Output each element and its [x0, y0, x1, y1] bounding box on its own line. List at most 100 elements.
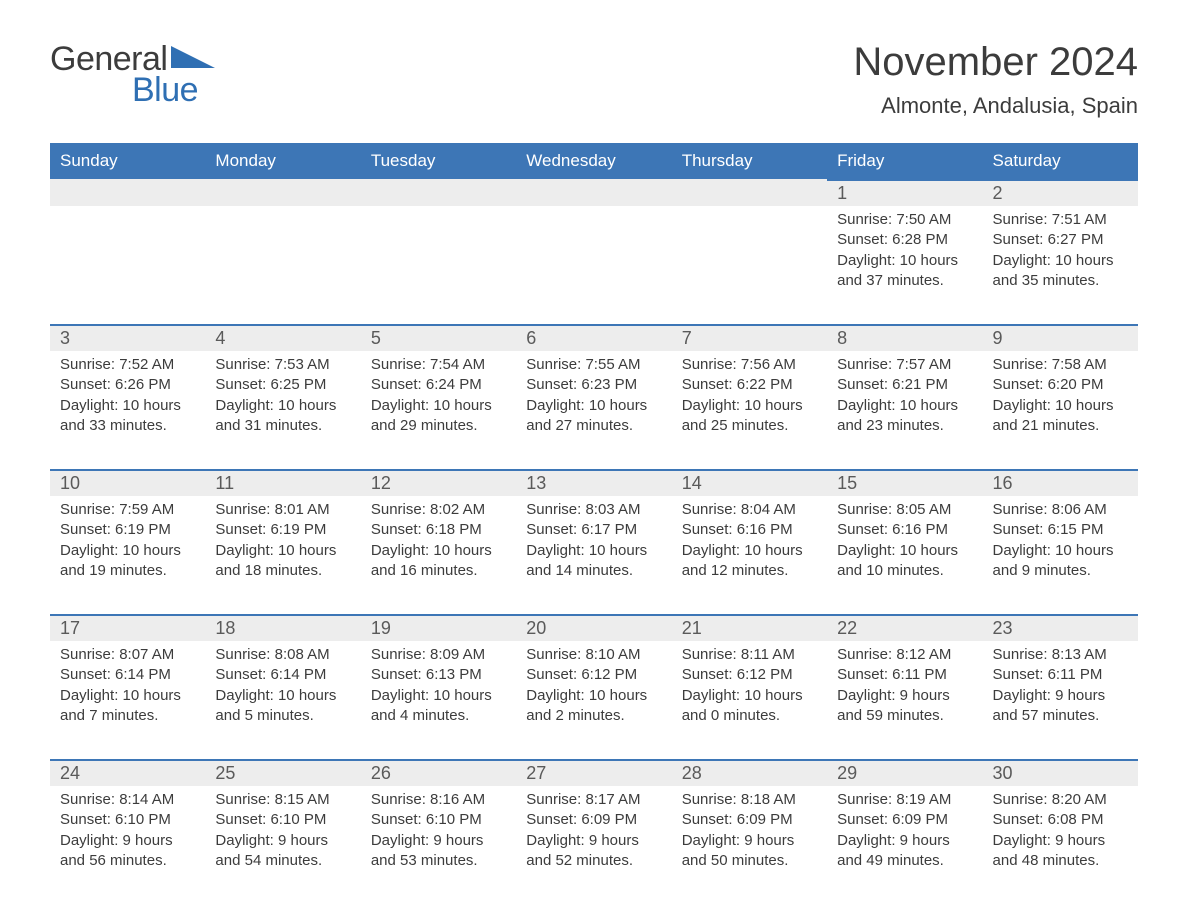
daylight-line: Daylight: 10 hours and 18 minutes.	[215, 541, 350, 582]
daynum-cell: 11	[205, 470, 360, 496]
daynum-cell: 30	[983, 760, 1138, 786]
day-data-cell: Sunrise: 8:15 AMSunset: 6:10 PMDaylight:…	[205, 786, 360, 881]
daynum-cell: 4	[205, 325, 360, 351]
daynum-cell: 18	[205, 615, 360, 641]
day-of-week-cell: Monday	[205, 143, 360, 180]
week-spacer	[50, 446, 1138, 470]
daylight-line: Daylight: 9 hours and 53 minutes.	[371, 831, 506, 872]
daylight-line: Daylight: 10 hours and 25 minutes.	[682, 396, 817, 437]
sunrise-line: Sunrise: 8:19 AM	[837, 790, 972, 810]
sunset-line: Sunset: 6:16 PM	[682, 520, 817, 540]
sunset-line: Sunset: 6:11 PM	[993, 665, 1128, 685]
day-data-cell: Sunrise: 8:16 AMSunset: 6:10 PMDaylight:…	[361, 786, 516, 881]
daynum-cell: 25	[205, 760, 360, 786]
daynum-cell: 9	[983, 325, 1138, 351]
sunset-line: Sunset: 6:13 PM	[371, 665, 506, 685]
day-of-week-cell: Saturday	[983, 143, 1138, 180]
day-data-cell: Sunrise: 8:06 AMSunset: 6:15 PMDaylight:…	[983, 496, 1138, 591]
sunrise-line: Sunrise: 8:13 AM	[993, 645, 1128, 665]
day-data-cell: Sunrise: 7:57 AMSunset: 6:21 PMDaylight:…	[827, 351, 982, 446]
daylight-line: Daylight: 10 hours and 35 minutes.	[993, 251, 1128, 292]
day-data-cell: Sunrise: 8:20 AMSunset: 6:08 PMDaylight:…	[983, 786, 1138, 881]
week-spacer	[50, 301, 1138, 325]
sunrise-line: Sunrise: 7:55 AM	[526, 355, 661, 375]
logo: General Blue	[50, 40, 215, 110]
daynum-row: 10111213141516	[50, 470, 1138, 496]
sunrise-line: Sunrise: 8:06 AM	[993, 500, 1128, 520]
sunrise-line: Sunrise: 8:03 AM	[526, 500, 661, 520]
daynum-cell: 5	[361, 325, 516, 351]
sunrise-line: Sunrise: 8:16 AM	[371, 790, 506, 810]
daylight-line: Daylight: 10 hours and 16 minutes.	[371, 541, 506, 582]
sunrise-line: Sunrise: 8:01 AM	[215, 500, 350, 520]
sunrise-line: Sunrise: 7:59 AM	[60, 500, 195, 520]
daynum-cell	[516, 180, 671, 206]
daynum-cell: 17	[50, 615, 205, 641]
daynum-cell: 7	[672, 325, 827, 351]
daylight-line: Daylight: 10 hours and 37 minutes.	[837, 251, 972, 292]
sunrise-line: Sunrise: 8:18 AM	[682, 790, 817, 810]
sunset-line: Sunset: 6:16 PM	[837, 520, 972, 540]
daylight-line: Daylight: 10 hours and 7 minutes.	[60, 686, 195, 727]
daylight-line: Daylight: 10 hours and 5 minutes.	[215, 686, 350, 727]
sunset-line: Sunset: 6:18 PM	[371, 520, 506, 540]
sunset-line: Sunset: 6:14 PM	[60, 665, 195, 685]
sunset-line: Sunset: 6:09 PM	[526, 810, 661, 830]
daylight-line: Daylight: 10 hours and 10 minutes.	[837, 541, 972, 582]
daylight-line: Daylight: 10 hours and 14 minutes.	[526, 541, 661, 582]
daynum-cell: 3	[50, 325, 205, 351]
logo-text-blue: Blue	[132, 71, 215, 110]
sunrise-line: Sunrise: 8:10 AM	[526, 645, 661, 665]
day-data-cell: Sunrise: 8:12 AMSunset: 6:11 PMDaylight:…	[827, 641, 982, 736]
day-data-cell: Sunrise: 8:14 AMSunset: 6:10 PMDaylight:…	[50, 786, 205, 881]
daynum-cell: 10	[50, 470, 205, 496]
daylight-line: Daylight: 9 hours and 52 minutes.	[526, 831, 661, 872]
sunrise-line: Sunrise: 7:56 AM	[682, 355, 817, 375]
daylight-line: Daylight: 10 hours and 33 minutes.	[60, 396, 195, 437]
data-row: Sunrise: 7:50 AMSunset: 6:28 PMDaylight:…	[50, 206, 1138, 301]
daynum-cell: 22	[827, 615, 982, 641]
daynum-cell: 21	[672, 615, 827, 641]
sunset-line: Sunset: 6:20 PM	[993, 375, 1128, 395]
daynum-row: 12	[50, 180, 1138, 206]
daylight-line: Daylight: 10 hours and 9 minutes.	[993, 541, 1128, 582]
daylight-line: Daylight: 10 hours and 4 minutes.	[371, 686, 506, 727]
sunset-line: Sunset: 6:21 PM	[837, 375, 972, 395]
sunrise-line: Sunrise: 7:57 AM	[837, 355, 972, 375]
day-data-cell: Sunrise: 8:09 AMSunset: 6:13 PMDaylight:…	[361, 641, 516, 736]
daynum-cell: 2	[983, 180, 1138, 206]
sunset-line: Sunset: 6:15 PM	[993, 520, 1128, 540]
daynum-cell: 6	[516, 325, 671, 351]
daylight-line: Daylight: 10 hours and 2 minutes.	[526, 686, 661, 727]
sunrise-line: Sunrise: 7:54 AM	[371, 355, 506, 375]
sunset-line: Sunset: 6:09 PM	[837, 810, 972, 830]
sunset-line: Sunset: 6:17 PM	[526, 520, 661, 540]
daylight-line: Daylight: 10 hours and 27 minutes.	[526, 396, 661, 437]
day-data-cell: Sunrise: 7:55 AMSunset: 6:23 PMDaylight:…	[516, 351, 671, 446]
day-data-cell	[205, 206, 360, 301]
day-data-cell: Sunrise: 7:53 AMSunset: 6:25 PMDaylight:…	[205, 351, 360, 446]
sunset-line: Sunset: 6:27 PM	[993, 230, 1128, 250]
data-row: Sunrise: 7:52 AMSunset: 6:26 PMDaylight:…	[50, 351, 1138, 446]
day-data-cell: Sunrise: 8:19 AMSunset: 6:09 PMDaylight:…	[827, 786, 982, 881]
sunset-line: Sunset: 6:28 PM	[837, 230, 972, 250]
sunset-line: Sunset: 6:10 PM	[215, 810, 350, 830]
daynum-cell	[361, 180, 516, 206]
day-data-cell	[361, 206, 516, 301]
day-data-cell	[516, 206, 671, 301]
day-data-cell: Sunrise: 7:58 AMSunset: 6:20 PMDaylight:…	[983, 351, 1138, 446]
location: Almonte, Andalusia, Spain	[853, 93, 1138, 119]
sunrise-line: Sunrise: 8:05 AM	[837, 500, 972, 520]
daynum-cell: 29	[827, 760, 982, 786]
logo-arrow-icon	[171, 46, 215, 73]
daynum-cell	[50, 180, 205, 206]
daynum-cell: 26	[361, 760, 516, 786]
sunset-line: Sunset: 6:22 PM	[682, 375, 817, 395]
week-spacer	[50, 736, 1138, 760]
sunrise-line: Sunrise: 8:09 AM	[371, 645, 506, 665]
header: General Blue November 2024 Almonte, Anda…	[50, 40, 1138, 119]
day-data-cell: Sunrise: 8:03 AMSunset: 6:17 PMDaylight:…	[516, 496, 671, 591]
sunrise-line: Sunrise: 7:53 AM	[215, 355, 350, 375]
daynum-row: 24252627282930	[50, 760, 1138, 786]
day-of-week-cell: Thursday	[672, 143, 827, 180]
